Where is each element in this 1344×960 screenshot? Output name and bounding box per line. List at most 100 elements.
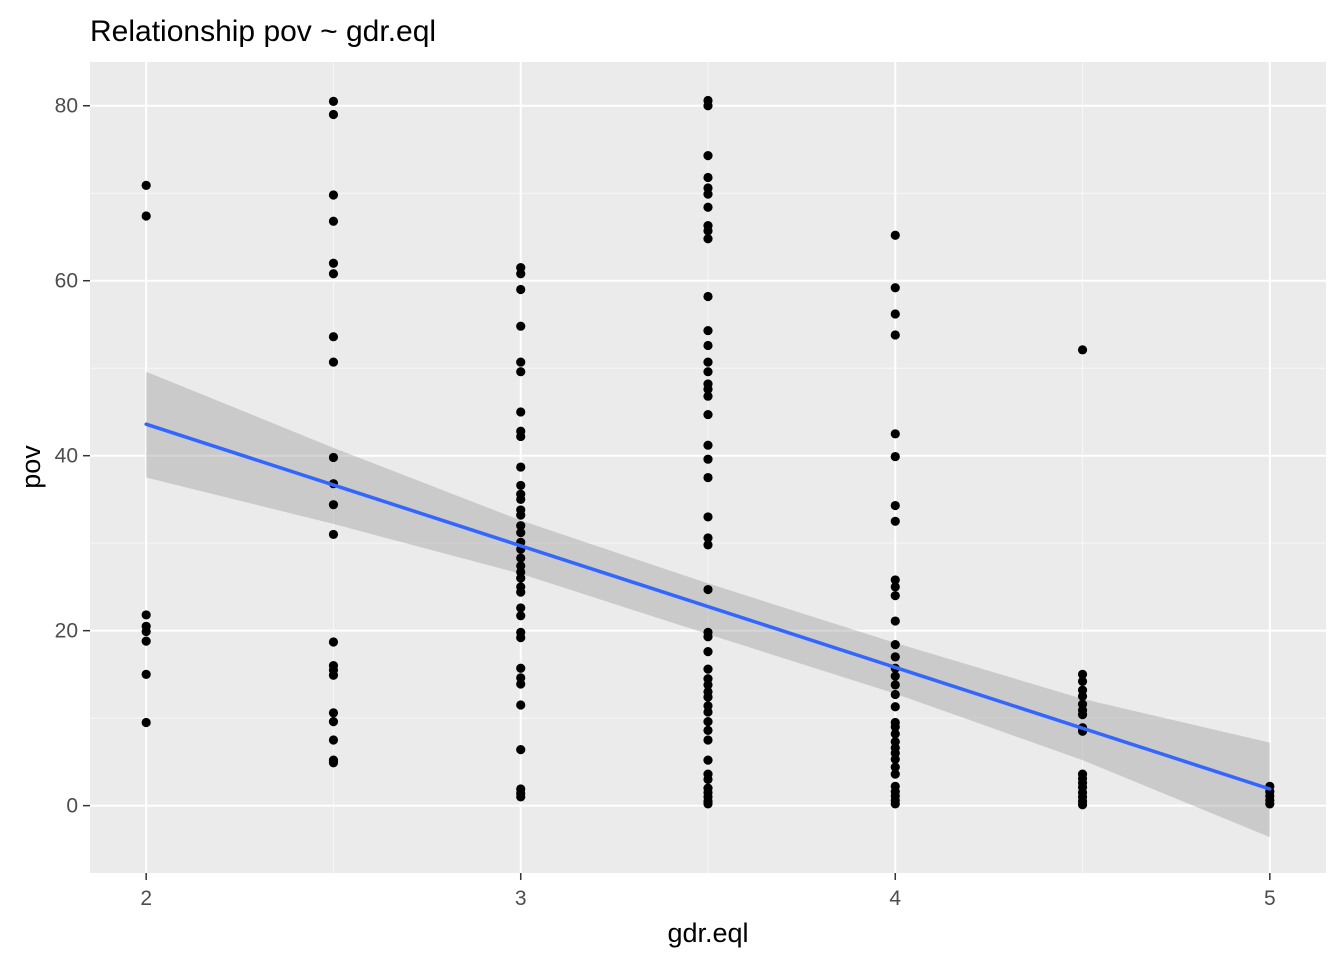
data-point <box>328 637 339 647</box>
data-point <box>1265 799 1275 809</box>
y-axis-title: pov <box>16 445 46 489</box>
data-point <box>141 626 151 637</box>
data-point <box>516 663 526 673</box>
data-point <box>328 500 339 510</box>
data-point <box>516 367 526 377</box>
data-point <box>890 799 900 809</box>
data-point <box>328 96 339 106</box>
data-point <box>516 553 526 563</box>
data-point <box>516 321 526 331</box>
x-tick-label: 4 <box>889 887 901 910</box>
data-point <box>328 717 339 727</box>
y-axis-ticks: 0 20 40 60 80 <box>55 95 90 818</box>
data-point <box>328 216 339 226</box>
confidence-band-layer <box>146 371 1270 838</box>
data-point <box>890 762 900 772</box>
data-point <box>516 603 526 613</box>
data-point <box>703 101 713 111</box>
data-point <box>703 340 713 351</box>
data-point <box>703 151 713 161</box>
y-tick-label: 80 <box>55 95 78 118</box>
data-point <box>516 357 526 367</box>
data-point <box>703 472 713 483</box>
data-point <box>1077 800 1088 810</box>
data-point <box>328 109 339 120</box>
data-point <box>516 573 526 583</box>
data-point <box>516 462 526 472</box>
data-point <box>703 717 713 727</box>
data-point <box>328 529 339 540</box>
data-point <box>890 652 900 662</box>
data-point <box>141 610 151 620</box>
data-point <box>516 431 526 442</box>
data-point <box>1077 669 1088 680</box>
data-point <box>703 584 713 595</box>
data-point <box>890 616 900 626</box>
data-point <box>890 330 900 340</box>
fit-line-layer <box>144 422 1272 791</box>
data-point <box>890 671 900 681</box>
data-point <box>703 680 713 690</box>
data-point <box>890 754 900 764</box>
data-point <box>141 636 151 646</box>
data-point <box>516 587 526 597</box>
data-point <box>703 357 713 367</box>
y-tick-label: 0 <box>66 795 78 818</box>
data-point <box>141 717 151 728</box>
data-point <box>703 707 713 717</box>
data-point <box>516 528 526 538</box>
data-point <box>1077 691 1088 701</box>
data-point <box>703 234 713 244</box>
data-point <box>328 670 339 680</box>
data-point <box>328 357 339 367</box>
data-point <box>703 533 713 543</box>
data-point <box>703 391 713 401</box>
chart-title: Relationship pov ~ gdr.eql <box>90 15 436 48</box>
confidence-band <box>146 371 1270 838</box>
data-point <box>516 510 526 520</box>
x-tick-label: 2 <box>140 887 152 910</box>
data-point <box>141 211 151 221</box>
data-point <box>703 409 713 420</box>
data-point <box>328 258 339 268</box>
data-point <box>516 407 526 417</box>
data-point <box>890 729 900 739</box>
data-point <box>703 725 713 735</box>
data-point <box>516 284 526 295</box>
data-point <box>516 792 526 802</box>
x-tick-label: 3 <box>515 887 527 910</box>
data-point <box>703 664 713 674</box>
data-point <box>516 494 526 505</box>
data-point <box>328 332 339 342</box>
data-point <box>703 774 713 784</box>
data-point <box>703 384 713 394</box>
data-point <box>890 722 900 732</box>
data-point <box>703 226 713 236</box>
data-point <box>516 633 526 643</box>
data-point <box>328 190 339 200</box>
data-point <box>703 799 713 809</box>
data-point <box>703 189 713 199</box>
data-point <box>890 640 900 650</box>
data-point <box>703 540 713 550</box>
data-point <box>890 582 900 592</box>
data-points <box>141 95 1275 810</box>
data-point <box>516 521 526 531</box>
data-point <box>141 669 151 680</box>
data-point <box>703 632 713 642</box>
data-point <box>890 680 900 690</box>
data-point <box>141 180 151 190</box>
x-axis-title: gdr.eql <box>667 918 748 948</box>
data-point <box>890 429 900 439</box>
data-point <box>516 700 526 710</box>
y-tick-label: 20 <box>55 620 78 643</box>
data-point <box>516 611 526 621</box>
y-tick-label: 60 <box>55 270 78 293</box>
data-point <box>328 269 339 279</box>
data-point <box>516 679 526 689</box>
x-axis-ticks: 2 3 4 5 <box>140 873 1276 910</box>
data-point <box>890 702 900 712</box>
data-point <box>890 575 900 585</box>
data-point <box>1077 710 1088 720</box>
